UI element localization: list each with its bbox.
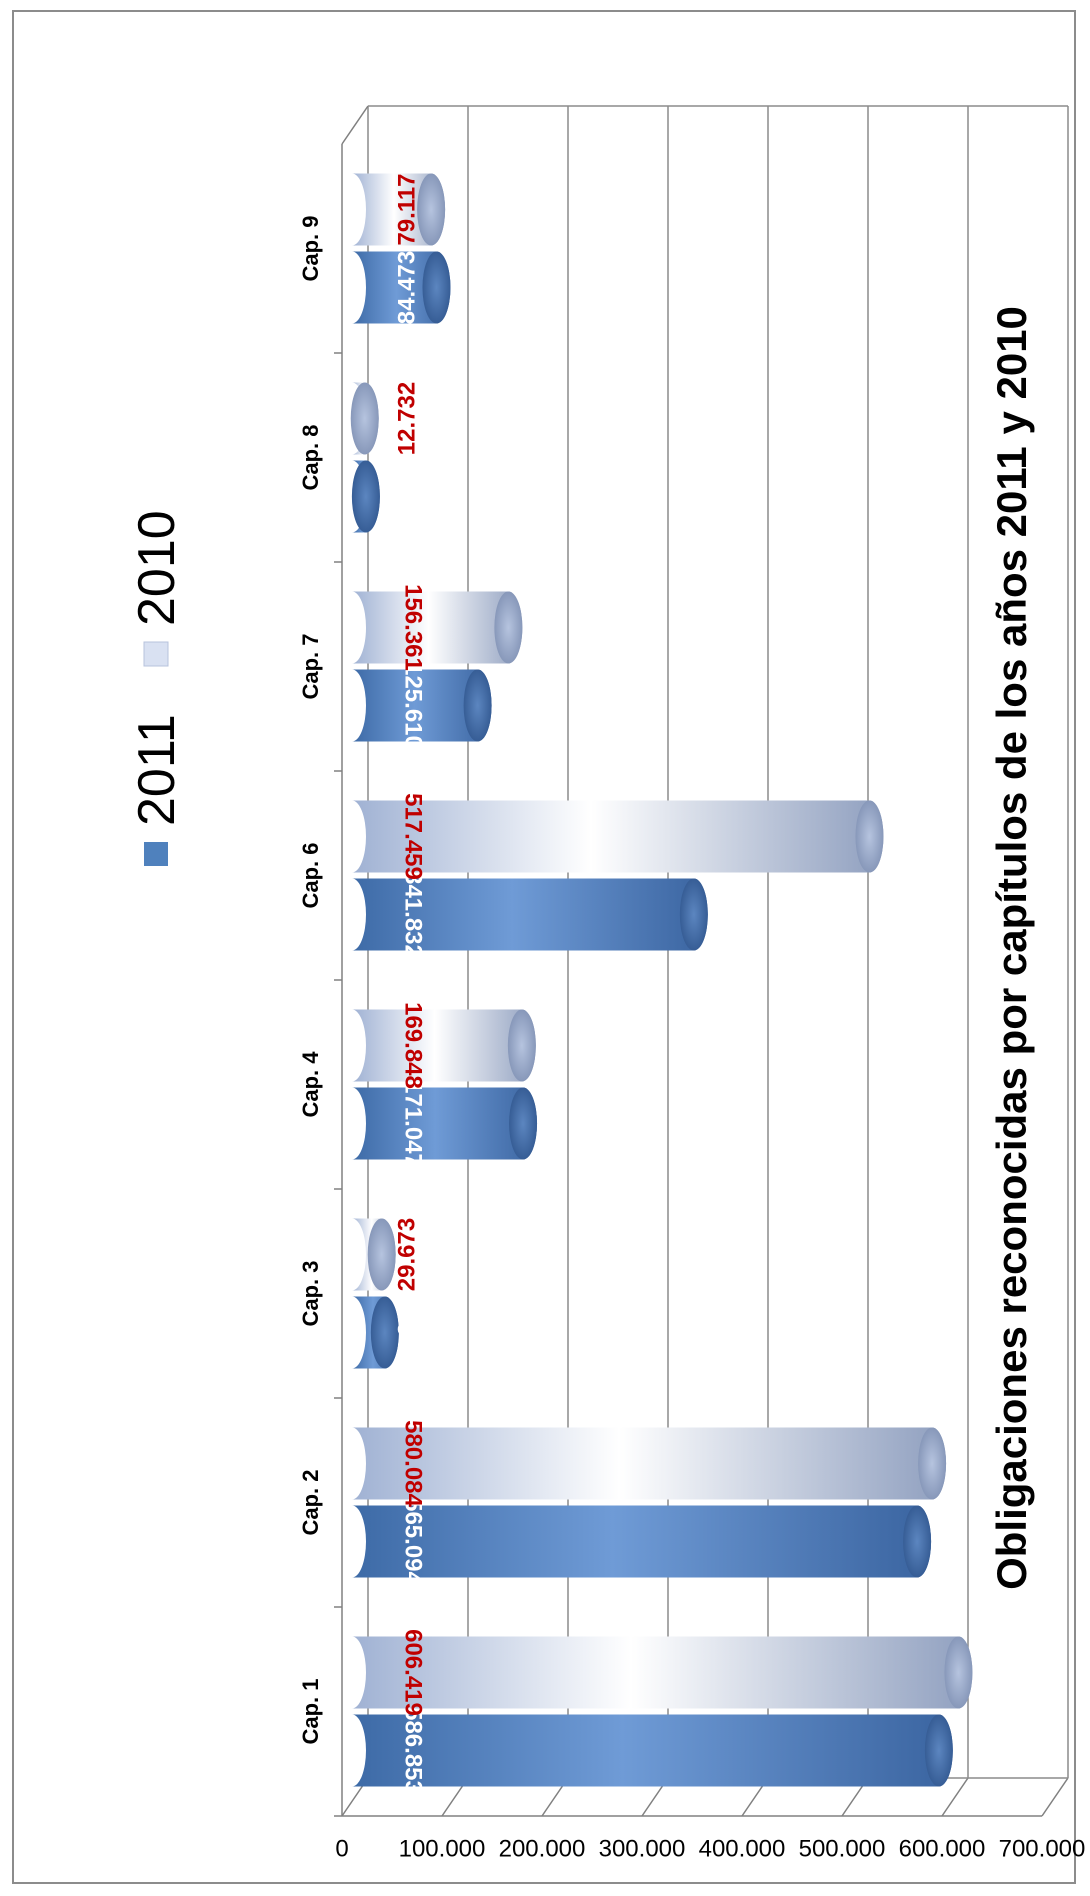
data-label-2010: 12.732: [393, 382, 420, 455]
bar-2011: [352, 1087, 538, 1160]
category-label: Cap. 2: [298, 1469, 323, 1535]
value-tick-label: 200.000: [499, 1835, 586, 1862]
bar-2011-cap: [509, 1087, 538, 1160]
data-label-2010: 156.361: [400, 584, 427, 671]
value-tick-label: 400.000: [699, 1835, 786, 1862]
bar-2010-cap: [855, 800, 884, 873]
bar-2010-cap: [367, 1218, 396, 1291]
bar-2011-cap: [422, 251, 451, 324]
value-tick-label: 700.000: [999, 1835, 1086, 1862]
bars: [350, 173, 973, 1787]
data-label-2011: 565.094: [400, 1498, 427, 1585]
legend: 2011 2010: [128, 510, 186, 866]
chart-title: Obligaciones reconocidas por capítulos d…: [988, 306, 1035, 1590]
bar-2011-cap: [903, 1505, 932, 1578]
data-label-2011: 586.853: [400, 1707, 427, 1794]
bar-2011-cap: [370, 1296, 399, 1369]
bar-2011: [352, 878, 708, 951]
data-label-2010: 29.673: [393, 1218, 420, 1291]
data-label-2010: 517.459: [400, 793, 427, 880]
bar-2010-cap: [507, 1009, 536, 1082]
legend-label-2010: 2010: [128, 510, 186, 626]
data-label-2011: 13.881: [393, 460, 420, 533]
category-label: Cap. 8: [298, 424, 323, 490]
category-label: Cap. 9: [298, 215, 323, 281]
bar-2011: [352, 669, 492, 742]
bar-2010-cap: [918, 1427, 947, 1500]
value-tick-label: 0: [335, 1835, 348, 1862]
data-label-2010: 580.084: [400, 1420, 427, 1507]
bar-2010-cap: [350, 382, 379, 455]
data-label-2010: 79.117: [393, 173, 420, 245]
bar-2011-cap: [351, 460, 380, 533]
data-label-2011: 125.610: [400, 662, 427, 749]
data-label-2011: 171.047: [400, 1080, 427, 1167]
category-label: Cap. 6: [298, 842, 323, 908]
category-label: Cap. 7: [298, 633, 323, 699]
bar-2011: [352, 1714, 953, 1787]
data-label-2011: 341.832: [400, 871, 427, 958]
bar-2010: [352, 800, 884, 873]
data-label-2010: 169.848: [400, 1002, 427, 1089]
bar-2010: [352, 1427, 947, 1500]
bar-2010-cap: [417, 173, 446, 246]
bar-2010-cap: [494, 591, 523, 664]
bar-2010-cap: [944, 1636, 973, 1709]
legend-swatch-2011: [144, 842, 168, 866]
value-tick-label: 100.000: [399, 1835, 486, 1862]
bar-2011-cap: [679, 878, 708, 951]
data-label-2011: 84.473: [393, 251, 420, 324]
bar-2010: [352, 1009, 536, 1082]
category-label: Cap. 3: [298, 1260, 323, 1326]
floor-right-edge: [341, 105, 369, 145]
category-axis: Cap. 1 Cap. 2 Cap. 3 Cap. 4 Cap. 6 Cap. 7 Cap.…: [298, 215, 342, 1817]
value-axis: 0 100.000 200.000 300.000 400.000 500.000 600.…: [335, 105, 1086, 1862]
bar-2011-cap: [924, 1714, 953, 1787]
gridline-depth: [1041, 1777, 1069, 1817]
bar-2011: [352, 1505, 932, 1578]
bar-2010: [352, 591, 523, 664]
value-tick-label: 300.000: [599, 1835, 686, 1862]
category-label: Cap. 4: [298, 1051, 323, 1118]
bar-2011-cap: [463, 669, 492, 742]
data-label-2011: 32.817: [393, 1296, 420, 1369]
legend-swatch-2010: [143, 641, 169, 667]
value-tick-label: 600.000: [899, 1835, 986, 1862]
category-label: Cap. 1: [298, 1678, 323, 1744]
gridline-depth: [941, 1777, 969, 1817]
bar-2010: [352, 1636, 973, 1709]
value-tick-label: 500.000: [799, 1835, 886, 1862]
legend-label-2011: 2011: [128, 714, 186, 826]
data-label-2010: 606.419: [400, 1629, 427, 1716]
